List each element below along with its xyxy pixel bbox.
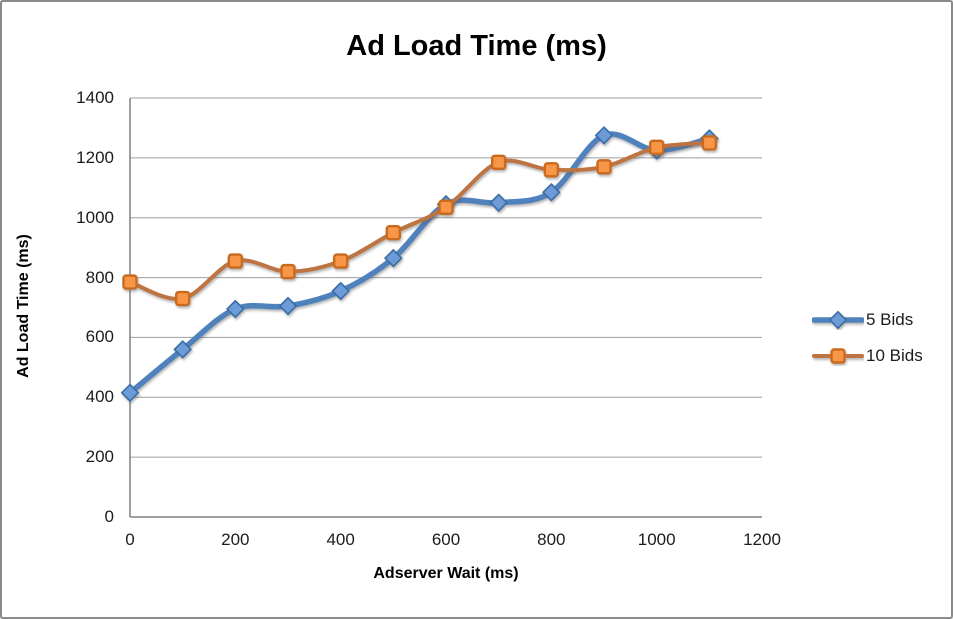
data-point-diamond <box>120 383 140 403</box>
data-point-square <box>332 253 349 269</box>
data-point-square <box>830 348 846 364</box>
legend-item-10-bids: 10 Bids <box>812 346 923 366</box>
series-line <box>128 140 712 301</box>
data-point-square <box>596 159 612 175</box>
series-5-bids <box>120 126 719 403</box>
data-point-square <box>385 224 402 241</box>
data-point-square <box>174 290 191 307</box>
data-point-square <box>438 199 454 215</box>
data-point-diamond <box>594 126 614 145</box>
chart-title: Ad Load Time (ms) <box>346 30 607 62</box>
legend-item-5-bids: 5 Bids <box>812 310 923 330</box>
data-point-square <box>227 253 244 269</box>
legend-label-10-bids: 10 Bids <box>866 346 923 365</box>
data-point-square <box>701 135 718 151</box>
data-point-square <box>122 274 138 290</box>
data-point-square <box>543 162 560 178</box>
legend: 5 Bids 10 Bids <box>812 310 923 366</box>
data-point-square <box>648 139 665 156</box>
data-point-diamond <box>278 296 298 316</box>
data-point-diamond <box>331 281 350 301</box>
legend-swatch-5-bids <box>812 310 864 330</box>
y-axis-tick-label: 1000 <box>76 207 114 227</box>
x-axis-label: Adserver Wait (ms) <box>373 565 519 582</box>
y-axis-tick-label: 800 <box>85 267 114 287</box>
y-axis-label: Ad Load Time (ms) <box>15 234 32 378</box>
x-axis-tick-label: 1200 <box>743 530 781 549</box>
y-axis-tick-label: 1400 <box>76 88 114 107</box>
data-point-diamond <box>384 248 403 268</box>
data-point-diamond <box>542 182 561 202</box>
data-point-square <box>280 263 296 280</box>
x-axis-tick-label: 200 <box>221 530 250 549</box>
x-axis-tick-label: 0 <box>125 530 135 549</box>
y-axis-tick-label: 400 <box>85 387 114 407</box>
y-axis-tick-label: 600 <box>85 327 114 347</box>
legend-label-5-bids: 5 Bids <box>866 310 914 329</box>
x-axis-tick-label: 800 <box>537 530 566 549</box>
x-axis-tick-label: 1000 <box>637 530 676 549</box>
data-point-diamond <box>828 310 848 330</box>
y-axis-tick-label: 0 <box>104 507 114 526</box>
series-line <box>127 131 713 396</box>
series-10-bids <box>122 135 718 307</box>
data-point-diamond <box>226 299 245 319</box>
data-point-square <box>490 154 507 171</box>
x-axis-tick-label: 400 <box>326 530 355 549</box>
x-axis-tick-label: 600 <box>431 530 461 549</box>
y-axis-tick-label: 1200 <box>76 147 114 167</box>
legend-swatch-10-bids <box>812 348 864 364</box>
data-point-diamond <box>489 193 508 213</box>
y-axis-tick-label: 200 <box>85 447 114 467</box>
data-point-diamond <box>173 340 192 359</box>
